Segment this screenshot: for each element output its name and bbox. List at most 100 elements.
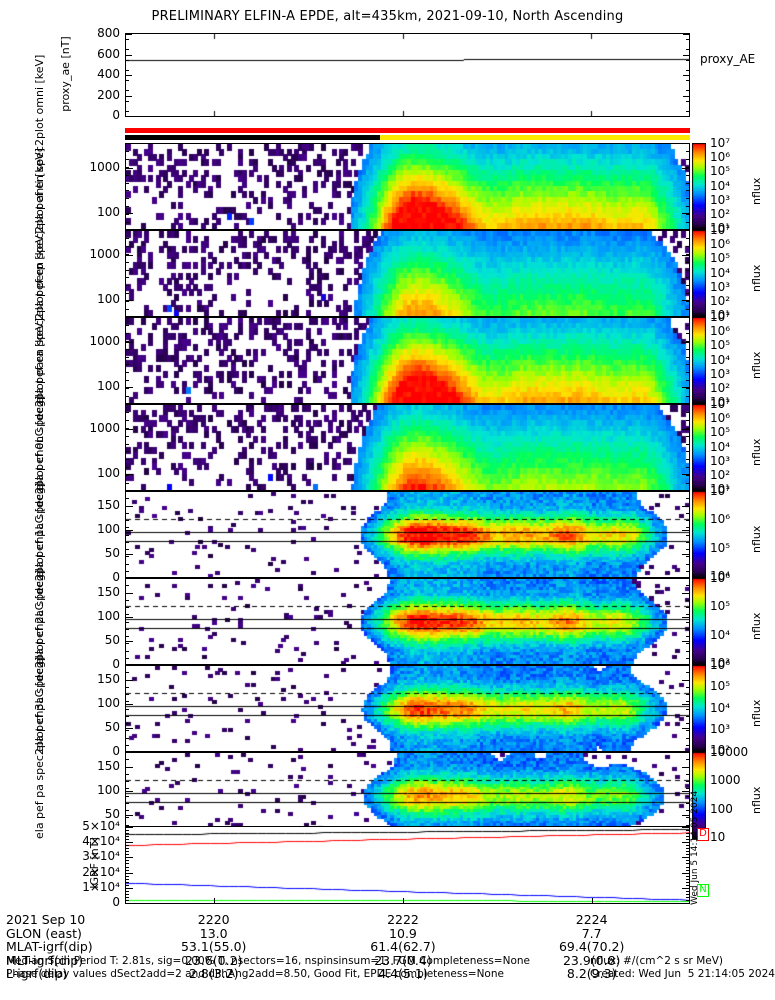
pitch-angle-panel-3 — [125, 752, 690, 839]
x-axis-row-label: 2021 Sep 10 — [6, 912, 86, 927]
minor-tick-mark — [125, 513, 129, 514]
colorbar-title: nflux — [750, 525, 763, 553]
minor-tick-mark — [686, 60, 690, 61]
pa-panel-y-tick-label: 50 — [104, 719, 120, 734]
minor-tick-mark — [686, 506, 690, 507]
energy-panel-y-tick-label: 1000 — [89, 159, 120, 174]
x-axis-value: 10.9 — [389, 925, 417, 941]
tick-mark — [682, 815, 690, 816]
minor-tick-mark — [125, 293, 129, 294]
colorbar-tick-label: 10¹ — [710, 221, 731, 235]
tick-mark — [125, 827, 133, 828]
x-axis-value: 7.7 — [581, 925, 602, 941]
minor-tick-mark — [125, 900, 129, 901]
colorbar-tick-label: 10⁷ — [710, 484, 731, 498]
tick-mark — [125, 903, 133, 904]
tick-mark — [125, 168, 133, 169]
minor-tick-mark — [125, 781, 129, 782]
minor-tick-mark — [686, 167, 690, 168]
minor-tick-mark — [125, 198, 129, 199]
igrf-y-tick-label: 5×10⁴ — [82, 819, 120, 833]
minor-tick-mark — [686, 882, 690, 883]
minor-tick-mark — [125, 388, 129, 389]
tick-mark — [125, 873, 133, 874]
minor-tick-mark — [686, 498, 690, 499]
minor-tick-mark — [686, 325, 690, 326]
pitch-angle-spectrogram-image — [126, 579, 689, 664]
igrf-y-tick-label: 1×10⁴ — [82, 879, 120, 894]
minor-tick-mark — [125, 214, 129, 215]
minor-tick-mark — [686, 467, 690, 468]
minor-tick-mark — [686, 848, 690, 849]
minor-tick-mark — [125, 738, 129, 739]
footer-right-line2: Created: Wed Jun 5 21:14:05 2024 — [590, 968, 775, 980]
colorbar-tick-label: 10⁷ — [710, 223, 731, 237]
minor-tick-mark — [125, 860, 129, 861]
x-axis-value: 4.4(5.1) — [378, 966, 428, 982]
colorbar-tick-label: 10⁴ — [710, 569, 731, 583]
colorbar-tick-label: 10¹ — [710, 308, 731, 322]
minor-tick-mark — [686, 900, 690, 901]
science-zone-bar-segment — [125, 128, 690, 133]
minor-tick-mark — [125, 520, 129, 521]
proxy-ae-right-label: proxy_AE — [700, 52, 756, 66]
x-tick-mark — [403, 898, 404, 904]
minor-tick-mark — [686, 571, 690, 572]
minor-tick-mark — [686, 885, 690, 886]
minor-tick-mark — [125, 101, 129, 102]
minor-tick-mark — [125, 535, 129, 536]
minor-tick-mark — [125, 39, 129, 40]
tick-mark — [682, 474, 690, 475]
minor-tick-mark — [125, 873, 129, 874]
colorbar — [692, 317, 706, 404]
minor-tick-mark — [125, 643, 129, 644]
igrf-panel — [125, 826, 690, 904]
pitch-angle-panel-2 — [125, 665, 690, 752]
tick-mark — [682, 728, 690, 729]
minor-tick-mark — [125, 885, 129, 886]
colorbar-tick-label: 10⁶ — [710, 411, 731, 426]
minor-tick-mark — [125, 759, 129, 760]
minor-tick-mark — [125, 876, 129, 877]
minor-tick-mark — [686, 738, 690, 739]
minor-tick-mark — [686, 513, 690, 514]
spin-phase-bar-segment — [125, 135, 380, 140]
tick-mark — [125, 96, 132, 97]
minor-tick-mark — [686, 451, 690, 452]
minor-tick-mark — [686, 836, 690, 837]
colorbar-tick-label: 10³ — [710, 366, 731, 381]
minor-tick-mark — [686, 897, 690, 898]
minor-tick-mark — [686, 879, 690, 880]
colorbar-tick-label: 10² — [710, 743, 731, 757]
minor-tick-mark — [125, 246, 129, 247]
colorbar-tick-label: 10⁷ — [710, 310, 731, 324]
minor-tick-mark — [686, 863, 690, 864]
proxy-ae-y-tick-label: 600 — [97, 46, 120, 61]
colorbar-tick-label: 10⁵ — [710, 338, 731, 353]
minor-tick-mark — [686, 206, 690, 207]
minor-tick-mark — [686, 309, 690, 310]
minor-tick-mark — [125, 254, 129, 255]
x-axis-row-label: L-igrf(dip) — [6, 966, 68, 982]
colorbar-tick-label: 10⁵ — [710, 540, 731, 555]
minor-tick-mark — [686, 894, 690, 895]
colorbar — [692, 752, 706, 839]
minor-tick-mark — [686, 70, 690, 71]
minor-tick-mark — [686, 111, 690, 112]
igrf-legend-d: D — [697, 828, 709, 841]
minor-tick-mark — [686, 151, 690, 152]
tick-mark — [125, 704, 133, 705]
proxy-ae-y-tick-label: 0 — [112, 108, 120, 122]
x-axis-value: 53.1(55.0) — [180, 939, 247, 955]
tick-mark — [682, 554, 690, 555]
x-axis-value: 13.0 — [199, 925, 228, 941]
colorbar-title: nflux — [750, 786, 763, 814]
minor-tick-mark — [686, 333, 690, 334]
energy-panel-y-tick-label: 100 — [97, 291, 120, 306]
minor-tick-mark — [686, 436, 690, 437]
minor-tick-mark — [686, 867, 690, 868]
minor-tick-mark — [125, 680, 129, 681]
minor-tick-mark — [686, 788, 690, 789]
energy-spectrogram-panel-3 — [125, 404, 690, 491]
proxy-ae-y-tick-label: 800 — [97, 26, 120, 40]
